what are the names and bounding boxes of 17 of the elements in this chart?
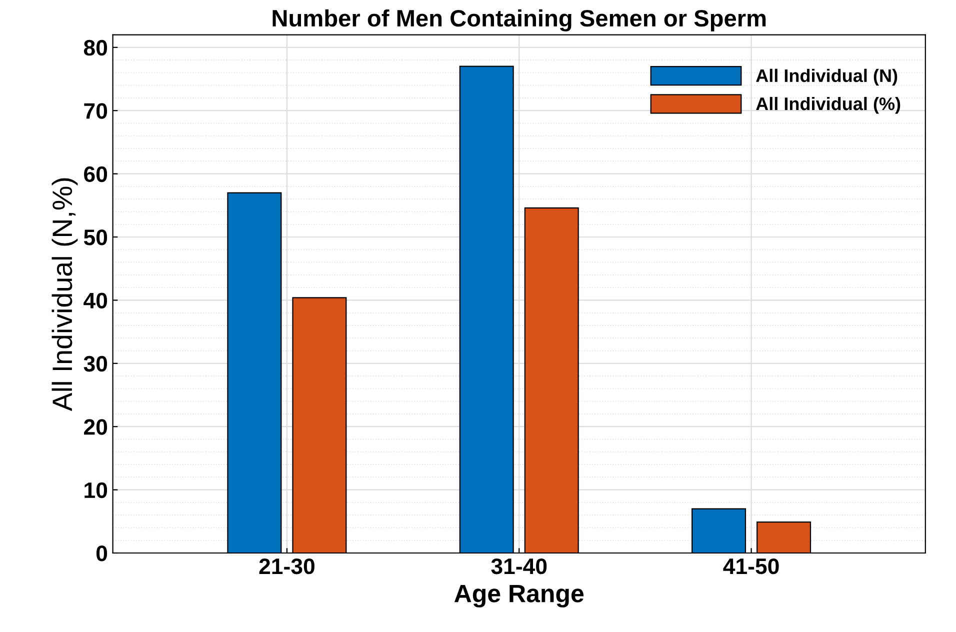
y-tick-label: 40 bbox=[84, 292, 108, 308]
legend-label: All Individual (N) bbox=[756, 68, 898, 86]
legend-label: All Individual (%) bbox=[756, 96, 900, 114]
x-tick-label: 31-40 bbox=[491, 558, 547, 574]
y-axis-title: All Individual (N,%) bbox=[52, 178, 78, 412]
chart-title: Number of Men Containing Semen or Sperm bbox=[272, 9, 766, 32]
y-tick-label: 10 bbox=[84, 482, 108, 498]
y-tick-label: 20 bbox=[84, 419, 108, 435]
y-tick-label: 80 bbox=[84, 40, 108, 56]
x-tick-label: 41-50 bbox=[723, 558, 779, 574]
y-tick-label: 0 bbox=[96, 546, 108, 562]
x-axis-title: Age Range bbox=[454, 584, 584, 608]
y-tick-label: 50 bbox=[84, 230, 108, 246]
y-tick-label: 70 bbox=[84, 103, 108, 119]
y-tick-label: 30 bbox=[84, 356, 108, 372]
x-tick-label: 21-30 bbox=[259, 558, 314, 574]
y-tick-label: 60 bbox=[84, 166, 108, 182]
